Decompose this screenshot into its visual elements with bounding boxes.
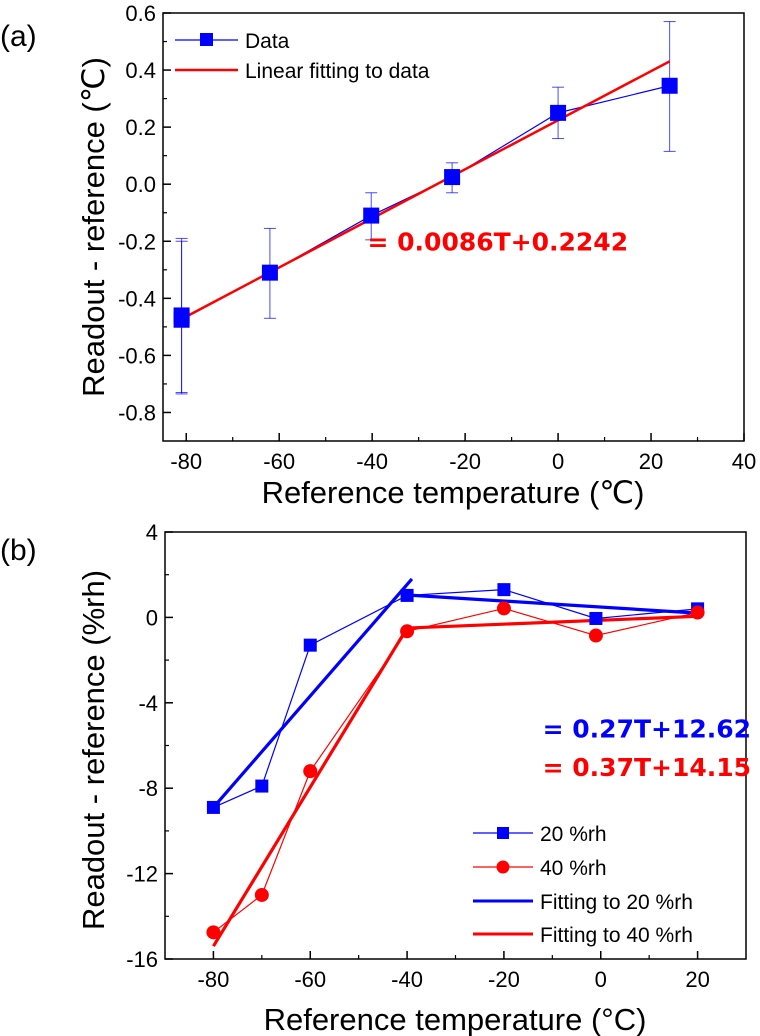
y-tick-label: -4 [138, 691, 158, 716]
x-tick-label: -80 [170, 449, 202, 474]
data-point-circle [690, 605, 705, 620]
data-point-circle [588, 628, 603, 643]
data-point-square [589, 611, 603, 625]
y-tick-label: -12 [126, 862, 158, 887]
plot-frame [162, 12, 745, 442]
panel-a-legend: Data Linear fitting to data [175, 30, 430, 83]
legend-fit-label: Linear fitting to data [245, 60, 430, 83]
x-tick-label: 0 [552, 449, 564, 474]
fit-segment [406, 593, 698, 615]
panel-b: (b) Readout - reference (%rh) Reference … [0, 520, 751, 1036]
legend-20rh-square-icon [497, 827, 509, 839]
panel-a-xlabel: Reference temperature (℃) [262, 475, 645, 510]
fit-equation: = 0.37T+14.15 [543, 753, 751, 782]
data-point-square [206, 800, 220, 814]
data-point-square [400, 588, 414, 602]
panel-b-legend: 20 %rh 40 %rh Fitting to 20 %rh Fitting … [473, 823, 693, 947]
y-tick-label: -16 [126, 947, 158, 972]
x-tick-label: -20 [449, 449, 481, 474]
data-point-circle [206, 925, 221, 940]
x-tick-label: 40 [732, 449, 756, 474]
legend-fit20-label: Fitting to 20 %rh [540, 891, 693, 914]
data-point-square [173, 311, 190, 328]
x-tick-label: -60 [294, 967, 326, 992]
x-tick-label: -40 [356, 449, 388, 474]
series-fitting-to-40-rh [212, 614, 698, 948]
y-tick-label: 0.4 [125, 58, 156, 83]
data-point-circle [303, 764, 318, 779]
x-tick-label: -20 [488, 967, 520, 992]
panel-a: (a) Readout - reference (℃) Reference te… [0, 1, 756, 510]
data-point-circle [496, 601, 511, 616]
y-tick-label: 0.6 [125, 1, 156, 26]
x-tick-label: 20 [639, 449, 663, 474]
y-tick-label: 0.2 [125, 115, 156, 140]
series-fitting-to-20-rh [212, 577, 698, 809]
data-point-square [255, 779, 269, 793]
x-tick-label: -40 [391, 967, 423, 992]
x-tick-label: -60 [263, 449, 295, 474]
y-tick-label: -0.8 [118, 400, 156, 425]
fit-equation: = 0.0086T+0.2242 [368, 227, 629, 256]
y-tick-label: 0.0 [125, 172, 156, 197]
y-tick-label: -0.2 [118, 229, 156, 254]
y-tick-label: -0.4 [118, 286, 156, 311]
y-tick-label: -0.6 [118, 343, 156, 368]
panel-b-ylabel: Readout - reference (%rh) [76, 570, 111, 930]
data-point-square [550, 104, 567, 121]
legend-20rh-label: 20 %rh [540, 823, 607, 846]
fit-segment [212, 627, 409, 948]
series-line [180, 85, 670, 321]
panel-a-label: (a) [0, 20, 37, 53]
y-tick-label: -8 [138, 776, 158, 801]
panel-b-xlabel: Reference temperature (°C) [264, 1002, 647, 1036]
legend-40rh-label: 40 %rh [540, 857, 607, 880]
data-point-square [497, 583, 511, 597]
data-point-square [363, 207, 380, 224]
fit-equation: = 0.27T+12.62 [543, 714, 751, 743]
data-point-square [661, 77, 678, 94]
fit-line [181, 60, 671, 321]
panel-b-label: (b) [0, 534, 37, 567]
legend-40rh-circle-icon [496, 860, 510, 874]
data-point-square [261, 264, 278, 281]
series-linear-fitting-to-data [181, 60, 671, 321]
legend-data-label: Data [245, 30, 290, 53]
x-tick-label: 0 [595, 967, 607, 992]
x-tick-label: 20 [685, 967, 709, 992]
panel-a-ylabel: Readout - reference (℃) [76, 57, 111, 397]
x-tick-label: -80 [198, 967, 230, 992]
data-point-square [303, 638, 317, 652]
fit-segment [212, 577, 414, 809]
markers-40-rh [206, 601, 705, 940]
data-point-circle [254, 887, 269, 902]
panel-a-plot-area: -80 -60 -40 -20 0 20 40 0.6 0.4 0.2 0.0 -0.2 -0.4 -0.… [118, 1, 756, 474]
markers-data [173, 77, 678, 328]
fit-segment [407, 614, 698, 630]
data-point-square [444, 169, 461, 186]
y-tick-label: 0 [146, 605, 158, 630]
legend-fit40-label: Fitting to 40 %rh [540, 924, 693, 947]
y-tick-label: 4 [146, 520, 158, 545]
legend-data-square-icon [200, 33, 213, 46]
data-point-circle [400, 624, 415, 639]
